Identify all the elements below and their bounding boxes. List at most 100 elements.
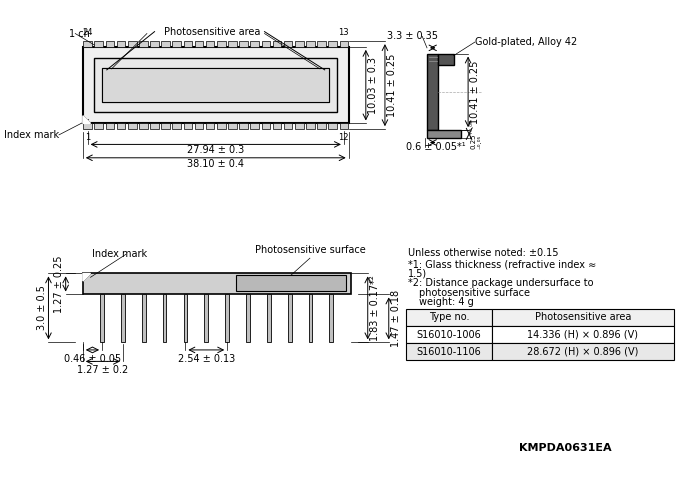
Bar xyxy=(492,326,674,343)
Bar xyxy=(100,295,104,342)
Bar xyxy=(438,54,454,65)
Text: *2: Distance package undersurface to: *2: Distance package undersurface to xyxy=(408,278,594,288)
Bar xyxy=(217,123,225,129)
Bar xyxy=(117,123,125,129)
Bar xyxy=(308,295,313,342)
Bar xyxy=(106,41,114,47)
Bar xyxy=(121,295,125,342)
Bar xyxy=(328,41,337,47)
Text: 10.41 ± 0.25: 10.41 ± 0.25 xyxy=(470,60,480,123)
Bar xyxy=(150,123,159,129)
Bar xyxy=(427,54,438,130)
Bar xyxy=(295,123,304,129)
Text: 12: 12 xyxy=(339,133,349,142)
Bar xyxy=(150,41,159,47)
Bar xyxy=(262,123,270,129)
Text: 14.336 (H) × 0.896 (V): 14.336 (H) × 0.896 (V) xyxy=(528,330,638,340)
Bar xyxy=(95,123,103,129)
Bar xyxy=(406,343,492,360)
Bar xyxy=(273,123,281,129)
Bar xyxy=(83,274,350,295)
Bar xyxy=(172,123,181,129)
Bar xyxy=(117,41,125,47)
Bar xyxy=(228,123,237,129)
Bar xyxy=(142,295,146,342)
Text: 38.10 ± 0.4: 38.10 ± 0.4 xyxy=(188,159,245,169)
Bar xyxy=(246,295,250,342)
Bar xyxy=(328,123,337,129)
Bar xyxy=(95,41,103,47)
Bar xyxy=(406,309,492,326)
Bar xyxy=(161,123,170,129)
Text: 0.25⁺⁰·⁰⁵
⁻⁰·⁰⁵: 0.25⁺⁰·⁰⁵ ⁻⁰·⁰⁵ xyxy=(471,119,484,149)
Text: 10.03 ± 0.3: 10.03 ± 0.3 xyxy=(368,57,378,114)
Bar xyxy=(406,326,492,343)
Text: Type no.: Type no. xyxy=(429,312,469,323)
Polygon shape xyxy=(83,274,91,281)
Bar xyxy=(239,41,248,47)
Bar xyxy=(139,123,148,129)
Bar xyxy=(194,41,203,47)
Text: 1.83 ± 0.17*²: 1.83 ± 0.17*² xyxy=(370,275,380,341)
Text: weight: 4 g: weight: 4 g xyxy=(419,297,474,307)
Bar xyxy=(267,295,271,342)
Text: S16010-1106: S16010-1106 xyxy=(416,347,482,357)
Bar xyxy=(317,123,326,129)
Bar xyxy=(163,295,166,342)
Bar xyxy=(183,41,192,47)
Bar xyxy=(251,41,259,47)
Bar xyxy=(427,130,462,138)
Bar xyxy=(94,59,337,112)
Text: Photosensitive surface: Photosensitive surface xyxy=(254,244,365,254)
Bar xyxy=(492,309,674,326)
Bar xyxy=(317,41,326,47)
Bar xyxy=(183,295,188,342)
Text: KMPDA0631EA: KMPDA0631EA xyxy=(519,444,612,454)
Bar xyxy=(262,41,270,47)
Text: Photosensitive area: Photosensitive area xyxy=(534,312,631,323)
Text: Index mark: Index mark xyxy=(93,249,148,259)
Bar xyxy=(183,123,192,129)
Bar xyxy=(204,295,208,342)
Bar xyxy=(128,123,137,129)
Bar xyxy=(251,123,259,129)
Bar xyxy=(102,68,330,102)
Bar xyxy=(306,41,315,47)
Bar xyxy=(83,41,92,47)
Bar xyxy=(330,295,333,342)
Bar xyxy=(225,295,229,342)
Text: 28.672 (H) × 0.896 (V): 28.672 (H) × 0.896 (V) xyxy=(527,347,638,357)
Bar xyxy=(492,343,674,360)
Bar xyxy=(339,41,348,47)
Bar xyxy=(206,41,214,47)
Text: 0.6 ± 0.05*¹: 0.6 ± 0.05*¹ xyxy=(406,142,466,152)
Bar xyxy=(161,41,170,47)
Polygon shape xyxy=(83,116,91,123)
Text: 0.46 ± 0.05: 0.46 ± 0.05 xyxy=(64,354,121,364)
Bar xyxy=(106,123,114,129)
Text: 24: 24 xyxy=(82,28,93,37)
Text: 2.54 ± 0.13: 2.54 ± 0.13 xyxy=(178,354,235,364)
Text: Photosensitive area: Photosensitive area xyxy=(164,26,260,36)
Text: *1: Glass thickness (refractive index ≈: *1: Glass thickness (refractive index ≈ xyxy=(408,259,596,269)
Bar xyxy=(139,41,148,47)
Bar xyxy=(83,123,92,129)
Text: 13: 13 xyxy=(339,28,349,37)
Text: 1.27 ± 0.2: 1.27 ± 0.2 xyxy=(77,365,128,375)
Text: 1.47 ± 0.18: 1.47 ± 0.18 xyxy=(391,290,401,347)
Bar xyxy=(273,41,281,47)
Bar xyxy=(83,47,348,123)
Text: Index mark: Index mark xyxy=(4,130,59,140)
Text: 27.94 ± 0.3: 27.94 ± 0.3 xyxy=(187,145,245,156)
Bar xyxy=(217,41,225,47)
Bar xyxy=(228,41,237,47)
Text: Gold-plated, Alloy 42: Gold-plated, Alloy 42 xyxy=(475,37,577,47)
Text: 10.41 ± 0.25: 10.41 ± 0.25 xyxy=(387,53,397,117)
Text: 1.27 ± 0.25: 1.27 ± 0.25 xyxy=(54,255,64,313)
Text: 3.0 ± 0.5: 3.0 ± 0.5 xyxy=(36,286,47,330)
Bar xyxy=(102,68,330,102)
Text: 1: 1 xyxy=(85,133,90,142)
Bar xyxy=(284,41,293,47)
Text: 1 ch: 1 ch xyxy=(69,28,89,38)
Bar xyxy=(172,41,181,47)
